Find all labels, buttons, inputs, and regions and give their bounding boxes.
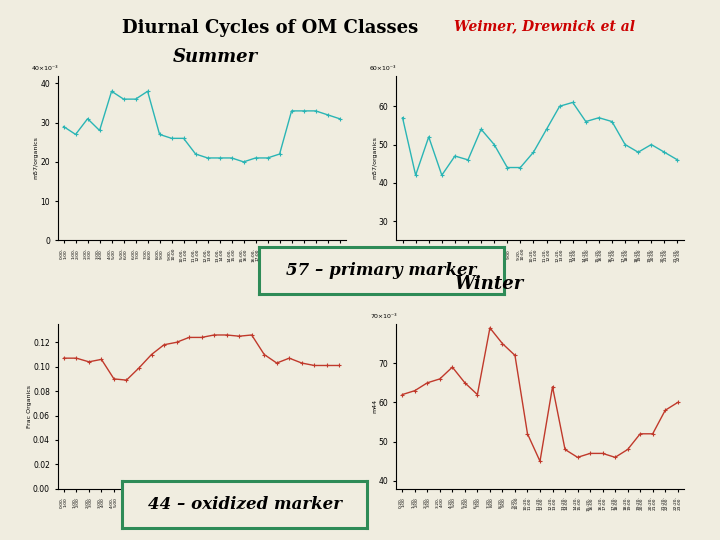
Y-axis label: m57/organics: m57/organics [372, 137, 377, 179]
Y-axis label: Frac Organics: Frac Organics [27, 385, 32, 428]
Text: 57 – primary marker: 57 – primary marker [287, 262, 477, 279]
Y-axis label: m44: m44 [372, 399, 377, 414]
Text: Weimer, Drewnick et al: Weimer, Drewnick et al [454, 19, 634, 33]
Text: Summer: Summer [173, 48, 258, 66]
Text: Winter: Winter [454, 275, 523, 293]
Text: 44 – oxidized marker: 44 – oxidized marker [148, 496, 342, 513]
Text: Diurnal Cycles of OM Classes: Diurnal Cycles of OM Classes [122, 19, 418, 37]
Text: 40×10⁻³: 40×10⁻³ [32, 66, 58, 71]
Text: 60×10⁻³: 60×10⁻³ [370, 66, 397, 71]
Text: 70×10⁻³: 70×10⁻³ [370, 314, 397, 319]
Y-axis label: m57/organics: m57/organics [34, 137, 39, 179]
